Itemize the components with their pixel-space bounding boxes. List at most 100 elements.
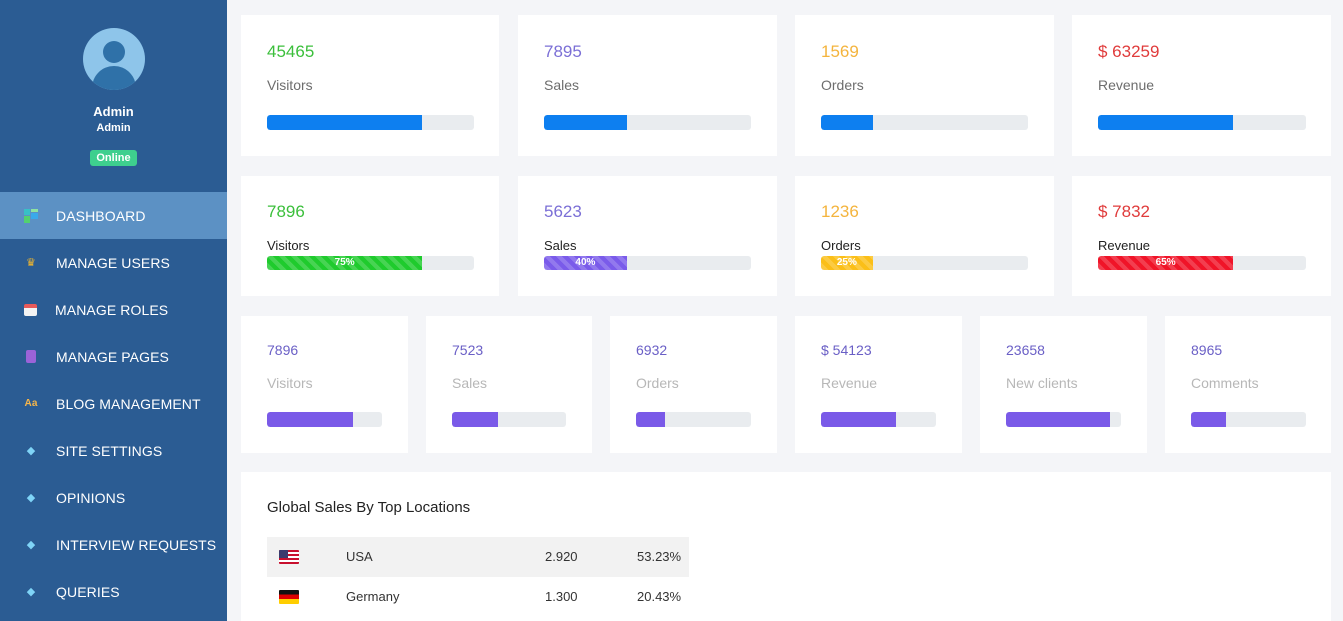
sidebar-item-queries[interactable]: ◆ QUERIES xyxy=(0,568,227,615)
stat-card-visitors: 7896 Visitors 75% xyxy=(241,176,499,296)
progress-bar xyxy=(821,115,1028,130)
sidebar-item-label: MANAGE USERS xyxy=(56,254,170,271)
stat-label: Orders xyxy=(821,77,864,93)
progress-bar xyxy=(821,412,936,427)
panel-title: Global Sales By Top Locations xyxy=(267,499,471,516)
stat-card-revenue: $ 54123 Revenue xyxy=(795,316,962,453)
progress-fill: 75% xyxy=(267,256,423,270)
progress-fill xyxy=(1006,412,1110,427)
profile-section: Admin Admin Online xyxy=(0,0,227,192)
stat-card-comments: 8965 Comments xyxy=(1165,316,1331,453)
stat-value: 7895 xyxy=(544,42,582,61)
progress-fill xyxy=(1098,115,1234,130)
stat-label: Revenue xyxy=(1098,238,1151,253)
sidebar-item-label: BLOG MANAGEMENT xyxy=(56,395,201,412)
progress-fill xyxy=(452,412,498,427)
global-sales-panel: Global Sales By Top Locations USA 2.920 … xyxy=(241,472,1331,621)
stat-card-sales: 7523 Sales xyxy=(426,316,592,453)
status-badge: Online xyxy=(90,150,137,166)
stat-card-orders: 6932 Orders xyxy=(610,316,777,453)
progress-fill xyxy=(267,115,423,130)
sidebar-item-label: QUERIES xyxy=(56,583,120,600)
font-icon: Aa xyxy=(24,397,38,409)
sidebar-item-blog-management[interactable]: Aa BLOG MANAGEMENT xyxy=(0,380,227,427)
stat-card-visitors: 45465 Visitors xyxy=(241,15,499,156)
progress-bar xyxy=(636,412,751,427)
stat-card-orders: 1569 Orders xyxy=(795,15,1054,156)
progress-fill xyxy=(1191,412,1226,427)
progress-fill xyxy=(267,412,354,427)
stat-value: 8965 xyxy=(1191,342,1223,358)
progress-bar: 65% xyxy=(1098,256,1306,270)
stat-value: $ 63259 xyxy=(1098,42,1160,61)
sidebar-item-label: MANAGE PAGES xyxy=(56,348,169,365)
table-row[interactable]: Germany 1.300 20.43% xyxy=(267,577,689,617)
stat-value: 7896 xyxy=(267,202,305,221)
table-row[interactable]: USA 2.920 53.23% xyxy=(267,537,689,577)
sidebar-item-interview-requests[interactable]: ◆ INTERVIEW REQUESTS xyxy=(0,521,227,568)
stat-label: Visitors xyxy=(267,77,313,93)
stat-label: Sales xyxy=(544,77,580,93)
sales-percent: 53.23% xyxy=(637,549,682,564)
stat-value: 1236 xyxy=(821,202,859,221)
stat-label: Sales xyxy=(452,375,488,391)
sidebar-item-label: MANAGE ROLES xyxy=(55,301,169,318)
germany-flag-icon xyxy=(279,590,299,604)
stat-card-visitors: 7896 Visitors xyxy=(241,316,408,453)
progress-fill: 40% xyxy=(544,256,627,270)
sidebar-item-dashboard[interactable]: DASHBOARD xyxy=(0,192,227,239)
calendar-icon xyxy=(24,303,37,316)
profile-role: Admin xyxy=(96,122,131,134)
stat-label: Comments xyxy=(1191,375,1259,391)
progress-fill xyxy=(821,115,873,130)
progress-fill xyxy=(544,115,627,130)
stat-value: 7523 xyxy=(452,342,484,358)
sidebar-item-manage-pages[interactable]: MANAGE PAGES xyxy=(0,333,227,380)
stat-card-sales: 5623 Sales 40% xyxy=(518,176,777,296)
stat-value: 5623 xyxy=(544,202,582,221)
stat-label: New clients xyxy=(1006,375,1078,391)
stat-label: Revenue xyxy=(1098,77,1155,93)
progress-bar xyxy=(1098,115,1306,130)
progress-fill: 65% xyxy=(1098,256,1234,270)
stat-label: Orders xyxy=(821,238,861,253)
progress-bar xyxy=(267,412,382,427)
stat-value: $ 54123 xyxy=(821,342,872,358)
progress-bar: 75% xyxy=(267,256,474,270)
stat-label: Visitors xyxy=(267,238,310,253)
sidebar-item-opinions[interactable]: ◆ OPINIONS xyxy=(0,474,227,521)
stat-card-revenue: $ 7832 Revenue 65% xyxy=(1072,176,1331,296)
progress-bar: 25% xyxy=(821,256,1028,270)
stat-value: 1569 xyxy=(821,42,859,61)
progress-fill xyxy=(636,412,665,427)
page-icon xyxy=(26,350,36,363)
stat-value: 45465 xyxy=(267,42,315,61)
sidebar-item-label: DASHBOARD xyxy=(56,207,146,224)
progress-fill: 25% xyxy=(821,256,873,270)
stat-card-revenue: $ 63259 Revenue xyxy=(1072,15,1331,156)
stat-card-sales: 7895 Sales xyxy=(518,15,777,156)
gem-icon: ◆ xyxy=(26,585,36,598)
sidebar: Admin Admin Online DASHBOARD ♛ MANAGE US… xyxy=(0,0,227,621)
progress-bar xyxy=(1191,412,1306,427)
gem-icon: ◆ xyxy=(26,491,36,504)
sidebar-item-site-settings[interactable]: ◆ SITE SETTINGS xyxy=(0,427,227,474)
country-name: USA xyxy=(346,549,373,564)
stat-label: Sales xyxy=(544,238,577,253)
avatar[interactable] xyxy=(82,28,145,90)
sales-percent: 20.43% xyxy=(637,589,682,604)
stat-label: Revenue xyxy=(821,375,878,391)
gem-icon: ◆ xyxy=(26,444,36,457)
us-flag-icon xyxy=(279,550,299,564)
gem-icon: ◆ xyxy=(26,538,36,551)
progress-bar: 40% xyxy=(544,256,751,270)
stat-label: Orders xyxy=(636,375,679,391)
sidebar-item-manage-users[interactable]: ♛ MANAGE USERS xyxy=(0,239,227,286)
stat-value: $ 7832 xyxy=(1098,202,1150,221)
stat-card-orders: 1236 Orders 25% xyxy=(795,176,1054,296)
progress-bar xyxy=(544,115,751,130)
sidebar-item-manage-roles[interactable]: MANAGE ROLES xyxy=(0,286,227,333)
progress-bar xyxy=(452,412,566,427)
country-name: Germany xyxy=(346,589,400,604)
sidebar-item-label: SITE SETTINGS xyxy=(56,442,163,459)
